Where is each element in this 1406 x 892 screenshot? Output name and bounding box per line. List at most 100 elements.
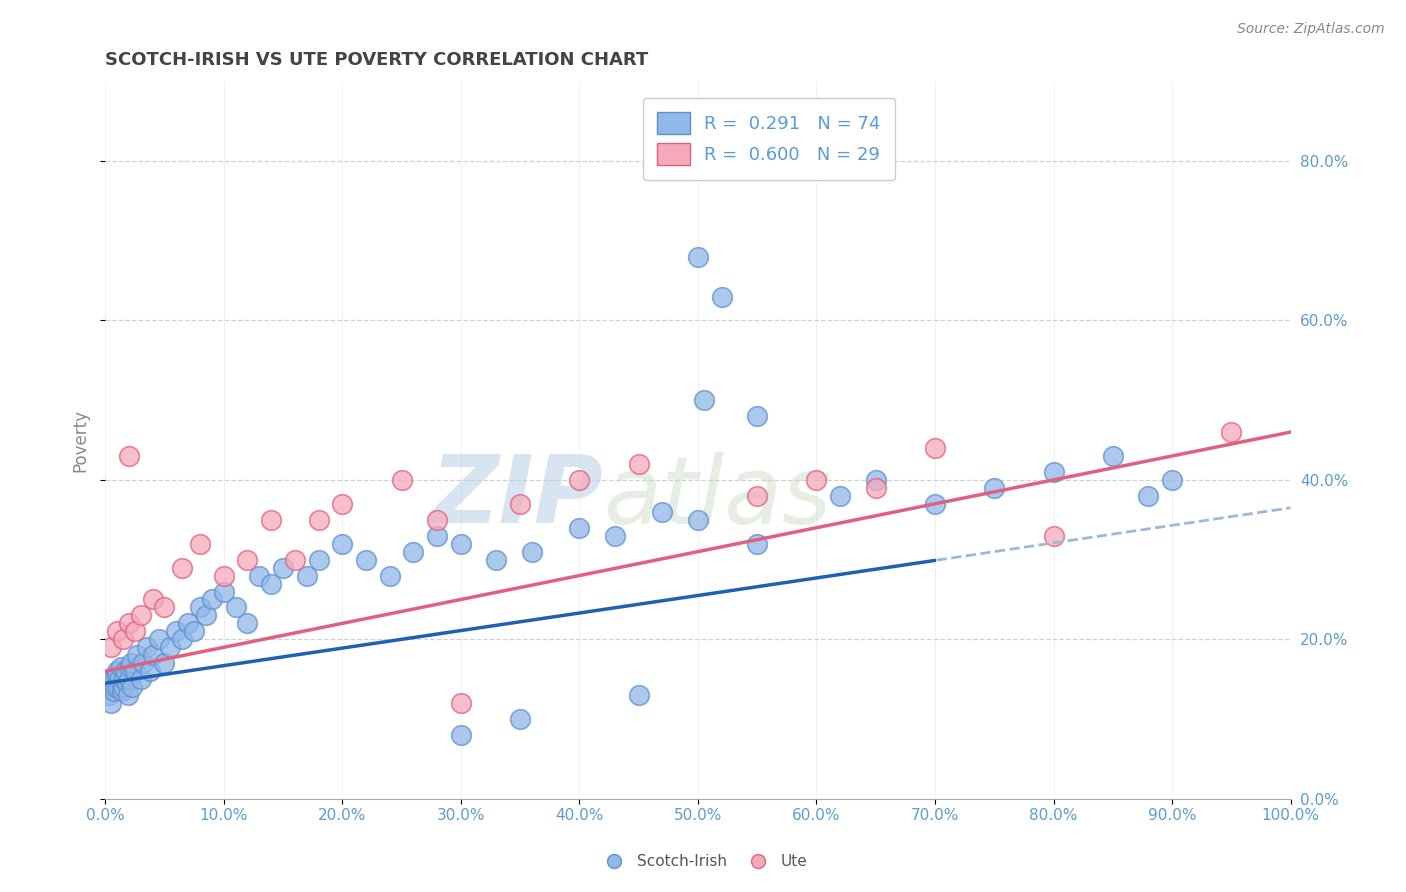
Point [1101, 449, 1123, 463]
Point [686, 513, 709, 527]
Point [236, 616, 259, 631]
Point [627, 688, 650, 702]
Point [568, 521, 591, 535]
Point [115, 676, 138, 690]
Point [101, 672, 124, 686]
Point [450, 696, 472, 710]
Point [118, 672, 141, 686]
Point [651, 505, 673, 519]
Point [117, 688, 139, 702]
Point [747, 537, 769, 551]
Point [747, 489, 769, 503]
Point [260, 576, 283, 591]
Point [330, 537, 353, 551]
Point [426, 529, 449, 543]
Point [568, 473, 591, 487]
Point [201, 592, 224, 607]
Point [120, 660, 142, 674]
Point [402, 544, 425, 558]
Point [450, 728, 472, 742]
Text: Source: ZipAtlas.com: Source: ZipAtlas.com [1237, 22, 1385, 37]
Point [603, 529, 626, 543]
Point [142, 592, 165, 607]
Point [806, 473, 828, 487]
Point [98, 676, 121, 690]
Point [108, 672, 131, 686]
Point [295, 568, 318, 582]
Point [330, 497, 353, 511]
Point [105, 664, 128, 678]
Point [378, 568, 401, 582]
Point [308, 552, 330, 566]
Point [865, 481, 887, 495]
Point [129, 608, 152, 623]
Point [172, 632, 194, 647]
Point [121, 680, 143, 694]
Point [747, 409, 769, 424]
Point [165, 624, 187, 639]
Point [153, 657, 176, 671]
Legend: Scotch-Irish, Ute: Scotch-Irish, Ute [593, 848, 813, 875]
Point [450, 537, 472, 551]
Point [103, 684, 125, 698]
Point [924, 497, 946, 511]
Legend: R =  0.291   N = 74, R =  0.600   N = 29: R = 0.291 N = 74, R = 0.600 N = 29 [643, 97, 896, 179]
Point [686, 250, 709, 264]
Point [693, 393, 716, 408]
Point [188, 537, 211, 551]
Point [104, 668, 127, 682]
Point [132, 657, 155, 671]
Point [118, 449, 141, 463]
Point [100, 696, 122, 710]
Point [284, 552, 307, 566]
Point [129, 672, 152, 686]
Point [509, 712, 531, 726]
Point [97, 688, 120, 702]
Point [188, 600, 211, 615]
Point [509, 497, 531, 511]
Point [520, 544, 543, 558]
Point [1042, 529, 1064, 543]
Point [260, 513, 283, 527]
Point [110, 660, 132, 674]
Text: ZIP: ZIP [430, 451, 603, 543]
Point [865, 473, 887, 487]
Point [271, 560, 294, 574]
Point [177, 616, 200, 631]
Point [1042, 465, 1064, 479]
Point [159, 640, 181, 655]
Point [112, 672, 135, 686]
Point [710, 289, 733, 303]
Point [247, 568, 270, 582]
Point [135, 640, 157, 655]
Point [142, 648, 165, 663]
Point [124, 664, 146, 678]
Point [111, 680, 134, 694]
Point [111, 684, 134, 698]
Point [308, 513, 330, 527]
Point [391, 473, 413, 487]
Point [1220, 425, 1243, 439]
Point [924, 441, 946, 455]
Point [354, 552, 377, 566]
Point [118, 616, 141, 631]
Point [139, 664, 162, 678]
Point [983, 481, 1005, 495]
Point [426, 513, 449, 527]
Point [1161, 473, 1184, 487]
Point [183, 624, 205, 639]
Text: SCOTCH-IRISH VS UTE POVERTY CORRELATION CHART: SCOTCH-IRISH VS UTE POVERTY CORRELATION … [105, 51, 648, 69]
Point [236, 552, 259, 566]
Point [194, 608, 217, 623]
Point [212, 584, 235, 599]
Point [124, 624, 146, 639]
Point [120, 657, 142, 671]
Point [830, 489, 852, 503]
Point [172, 560, 194, 574]
Point [225, 600, 247, 615]
Point [104, 680, 127, 694]
Text: atlas: atlas [603, 452, 831, 543]
Point [627, 457, 650, 471]
Point [485, 552, 508, 566]
Point [1137, 489, 1160, 503]
